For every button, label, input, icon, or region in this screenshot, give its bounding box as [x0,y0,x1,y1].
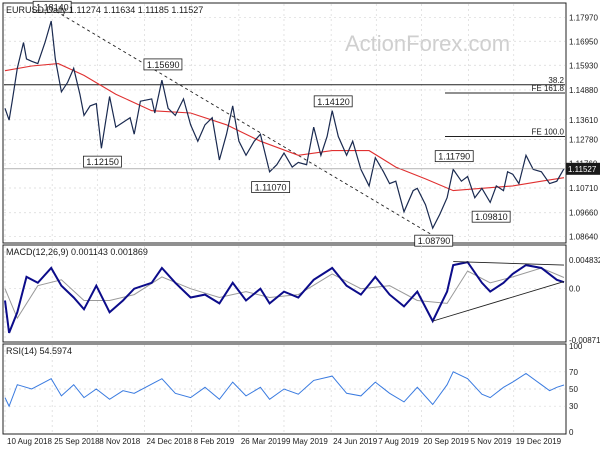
annotation-label-2: 1.12150 [86,157,119,167]
x-tick-label-2: 8 Nov 2018 [99,437,140,446]
x-tick-label-7: 24 Jun 2019 [333,437,378,446]
annotation-label-1: 1.15690 [147,60,180,70]
price-y-tick-3: 1.14880 [569,86,598,95]
price-horizontal-levels: 38.2FE 161.8 FE 100.0 [4,76,565,138]
downtrend-line [50,7,433,236]
x-tick-label-6: 9 May 2019 [286,437,328,446]
annotation-box-4 [251,181,291,193]
x-tick-label-3: 24 Dec 2018 [146,437,192,446]
price-annotations: 1.18140 1.15690 1.12150 1.14120 1.11070 1.117… [32,0,511,247]
annotation-box-3 [313,95,353,108]
x-tick-label-9: 20 Sep 2019 [423,437,469,446]
x-axis-ticks: 10 Aug 2018 25 Sep 2018 8 Nov 2018 24 Dec 2… [7,437,562,446]
macd-header: MACD(12,26,9) 0.001143 0.001869 [6,247,148,257]
price-series [4,20,565,230]
rsi-y-tick-0: 100 [569,342,583,351]
current-price-label: 1.11527 [568,165,597,174]
current-price: 1.11527 [4,162,600,175]
macd-trendline-1 [432,281,565,322]
macd-line [4,260,565,334]
price-y-tick-4: 1.13610 [569,116,598,125]
macd-series [4,260,565,334]
annotation-box-6 [471,210,511,223]
x-tick-label-4: 8 Feb 2019 [194,437,235,446]
macd-trendlines [432,261,565,322]
macd-y-ticks: 0.004832 0.0 -0.008718 [569,256,600,345]
x-tick-label-1: 25 Sep 2018 [54,437,100,446]
current-price-box [566,162,600,175]
x-tick-label-5: 26 Mar 2019 [241,437,286,446]
price-header: EURUSD,Daily 1.11274 1.11634 1.11185 1.1… [6,5,203,15]
price-y-ticks: 1.17970 1.16950 1.15930 1.14880 1.13610 1.127… [569,13,598,241]
annotation-box-5 [434,150,474,163]
macd-y-tick-1: 0.0 [569,285,581,294]
price-y-tick-0: 1.17970 [569,13,598,22]
macd-y-tick-0: 0.004832 [569,256,600,265]
rsi-series [4,371,565,408]
rsi-y-tick-1: 70 [569,368,578,377]
price-y-tick-1: 1.16950 [569,37,598,46]
annotation-box-7 [414,234,454,247]
price-panel [2,2,567,244]
annotation-box-0 [32,0,72,13]
rsi-y-tick-3: 30 [569,402,578,411]
rsi-header: RSI(14) 54.5974 [6,346,72,356]
annotation-box-1 [143,58,183,71]
rsi-line [4,371,565,408]
macd-y-tick-2: -0.008718 [569,336,600,345]
x-tick-label-0: 10 Aug 2018 [7,437,52,446]
rsi-y-tick-4: 0 [569,428,574,437]
annotation-label-6: 1.09810 [475,212,508,222]
annotation-label-5: 1.11790 [438,152,470,162]
x-tick-label-11: 19 Dec 2019 [516,437,562,446]
price-y-tick-5: 1.12780 [569,135,598,144]
macd-trendline-0 [453,261,565,266]
x-tick-label-8: 7 Aug 2019 [378,437,419,446]
signal-line [4,267,565,320]
annotation-label-4: 1.11070 [255,183,287,193]
x-tick-label-10: 5 Nov 2019 [471,437,512,446]
watermark: ActionForex.com [345,31,510,56]
rsi-y-ticks: 100 70 50 30 0 [569,342,583,437]
annotation-box-2 [83,155,122,168]
price-y-tick-2: 1.15930 [569,61,598,70]
macd-panel [2,244,567,343]
level-label-0: 38.2 [548,76,564,85]
price-y-tick-8: 1.09660 [569,209,598,218]
price-y-tick-9: 1.08640 [569,233,598,242]
level-label-2: FE 100.0 [532,128,565,137]
annotation-label-0: 1.18140 [36,2,69,12]
rsi-y-tick-2: 50 [569,385,578,394]
price-trendline [50,7,433,236]
annotation-label-3: 1.14120 [317,97,350,107]
price-line [4,20,565,230]
annotation-label-7: 1.08790 [418,236,451,246]
price-y-tick-7: 1.10710 [569,184,598,193]
level-label-1: FE 161.8 [532,84,565,93]
macd-signal-series [4,267,565,320]
